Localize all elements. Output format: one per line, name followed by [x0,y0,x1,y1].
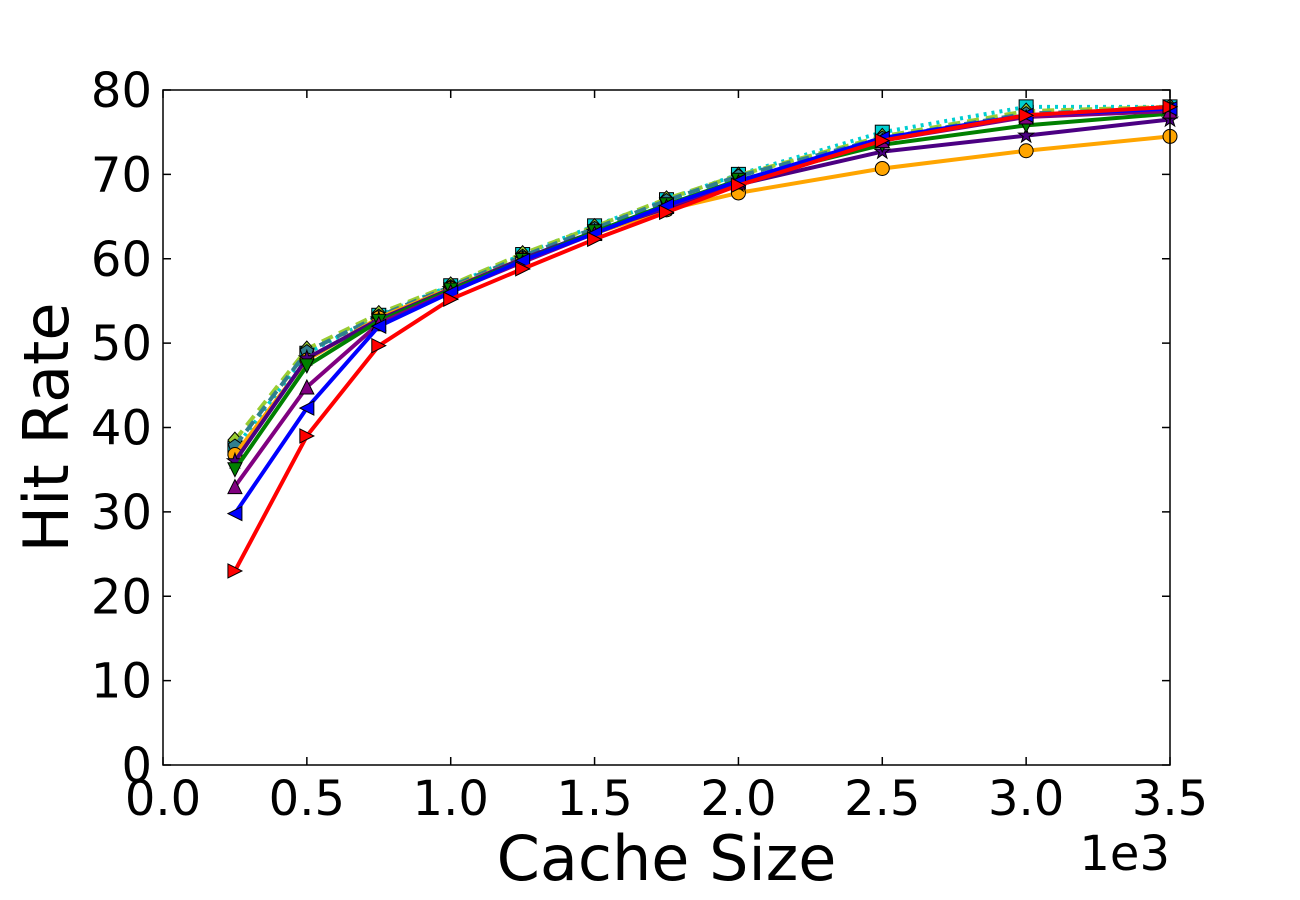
x-tick-label: 1.5 [556,771,632,827]
series-line [233,106,1171,448]
series-line [233,104,1170,450]
series-line [233,117,1171,463]
data-point [298,400,315,416]
data-point [299,428,315,444]
data-point [299,358,315,375]
data-point [226,505,243,522]
series-line [233,109,1171,488]
x-tick-label: 0.0 [125,771,201,827]
x-tick-label: 1.0 [413,771,489,827]
x-tick-label: 0.5 [269,771,345,827]
y-tick-label: 0 [121,738,152,794]
series-4 [225,109,1180,469]
x-axis-label: Cache Size [497,822,837,895]
series-5 [227,106,1178,478]
data-point [370,318,387,335]
data-point [587,231,603,248]
y-tick-label: 50 [91,316,152,372]
y-tick-label: 10 [91,654,152,710]
series-6 [227,102,1178,495]
data-point [371,337,387,354]
plot-area [225,98,1180,579]
y-tick-label: 40 [91,401,152,457]
data-point [299,378,315,395]
data-point [514,252,531,269]
x-tick-label: 2.5 [844,771,920,827]
data-point [1017,126,1036,144]
data-point [515,261,531,277]
data-point [1018,107,1035,124]
series-7 [226,100,1178,522]
x-axis: 0.0 0.5 1.0 1.5 2.0 2.5 3.0 3.5 [125,90,1208,827]
data-point [730,177,747,194]
data-point [227,462,243,478]
y-tick-label: 20 [91,569,152,625]
y-tick-label: 80 [91,63,152,119]
data-point [659,204,675,221]
y-axis-label: Hit Rate [10,302,83,552]
data-point [874,160,890,176]
y-tick-label: 30 [91,485,152,541]
y-tick-label: 60 [91,232,152,288]
y-tick-label: 70 [91,147,152,203]
series-line [233,104,1171,572]
data-point [1018,143,1034,159]
data-point [443,291,459,308]
x-tick-label: 3.5 [1132,771,1208,827]
data-point [227,563,244,579]
x-tick-label: 2.0 [700,771,776,827]
series-8 [227,99,1179,579]
series-line [233,111,1171,471]
series-2 [227,100,1178,453]
x-axis-offset-label: 1e3 [1079,826,1170,882]
data-point [874,132,891,149]
series-3 [227,128,1178,462]
x-tick-label: 3.0 [988,771,1064,827]
data-point [227,478,243,495]
y-axis: 0 10 20 30 40 50 60 70 80 [91,63,1170,794]
series-line [233,134,1171,456]
series-0 [227,99,1178,457]
